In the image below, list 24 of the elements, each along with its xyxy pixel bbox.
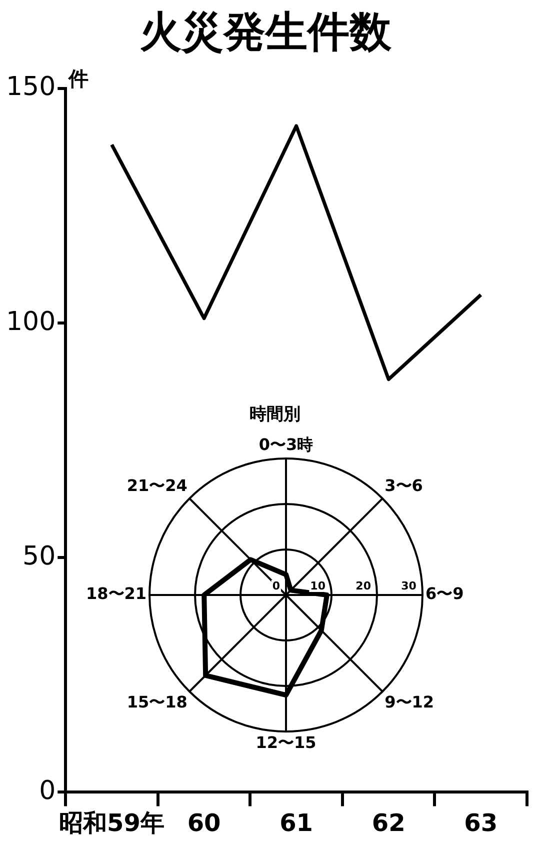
spoke-label: 3〜6 — [384, 476, 423, 495]
spoke-label: 6〜9 — [425, 584, 464, 604]
spoke-label: 12〜15 — [256, 733, 316, 752]
x-tick-label: 昭和59年 — [59, 808, 164, 837]
y-axis-title: 件 — [68, 66, 89, 91]
chart-title: 時間別 — [250, 404, 300, 425]
y-tick-label: 30 — [401, 579, 417, 592]
y-tick-label: 150 — [6, 72, 56, 102]
spoke-label: 9〜12 — [384, 692, 434, 712]
spoke-label: 18〜21 — [86, 584, 147, 604]
spoke-label: 21〜24 — [126, 476, 188, 495]
x-tick-label: 63 — [464, 808, 498, 837]
x-tick-label: 62 — [372, 808, 406, 837]
spoke-label: 15〜18 — [126, 692, 188, 712]
y-tick-label: 10 — [310, 579, 326, 592]
x-tick-label: 60 — [187, 808, 221, 837]
y-tick-label: 20 — [356, 579, 372, 592]
y-tick-label: 0 — [272, 579, 280, 592]
y-tick-label: 0 — [39, 776, 56, 806]
spoke-label: 0〜3時 — [258, 435, 314, 454]
y-tick-label: 100 — [6, 306, 56, 337]
y-tick-label: 50 — [22, 541, 56, 572]
x-tick-label: 61 — [280, 808, 314, 837]
chart-title: 火災発生件数 — [140, 7, 392, 56]
